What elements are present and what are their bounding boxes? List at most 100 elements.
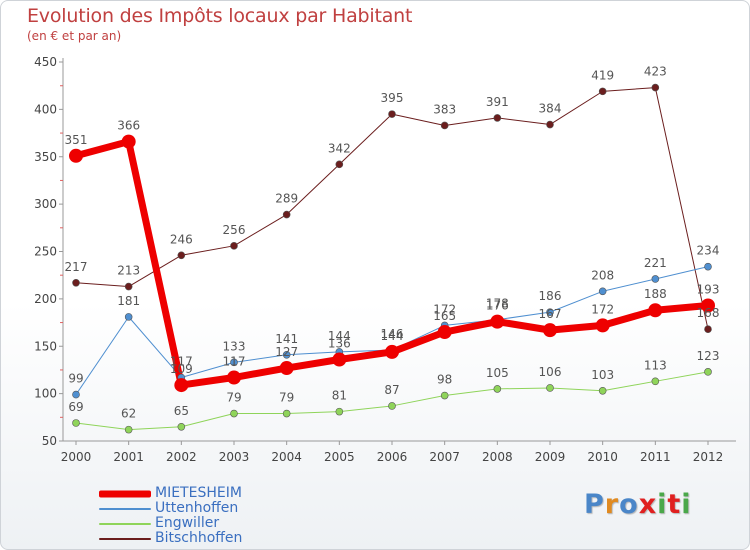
proxiti-logo: Proxiti bbox=[584, 489, 692, 520]
data-label: 79 bbox=[226, 391, 241, 405]
data-label: 213 bbox=[117, 264, 140, 278]
data-point bbox=[704, 325, 712, 333]
data-point bbox=[385, 344, 399, 359]
data-point bbox=[279, 361, 294, 376]
data-label: 65 bbox=[174, 404, 189, 418]
y-tick-label: 100 bbox=[34, 387, 57, 401]
legend-swatch bbox=[99, 507, 151, 510]
data-point bbox=[174, 378, 189, 393]
y-tick-label: 50 bbox=[42, 434, 57, 448]
data-point bbox=[651, 377, 660, 386]
x-tick-label: 2009 bbox=[535, 450, 566, 464]
data-point bbox=[124, 313, 133, 321]
data-point bbox=[72, 390, 80, 399]
legend-item: Bitschhoffen bbox=[99, 531, 242, 546]
x-tick-label: 2004 bbox=[271, 450, 302, 464]
data-point bbox=[124, 282, 133, 291]
y-tick-label: 150 bbox=[34, 339, 57, 353]
data-point bbox=[230, 358, 238, 367]
legend-swatch bbox=[99, 490, 151, 497]
data-label: 127 bbox=[275, 345, 298, 359]
data-label: 98 bbox=[437, 373, 452, 387]
data-label: 81 bbox=[332, 389, 347, 403]
data-label: 103 bbox=[591, 368, 614, 382]
data-label: 106 bbox=[539, 365, 562, 379]
data-point bbox=[598, 87, 607, 96]
data-point bbox=[493, 385, 502, 393]
legend-item: MIETESHEIM bbox=[99, 486, 242, 501]
data-point bbox=[651, 83, 660, 92]
data-point bbox=[437, 325, 452, 340]
data-label: 208 bbox=[591, 268, 614, 282]
data-point bbox=[651, 275, 660, 283]
data-label: 188 bbox=[644, 287, 667, 301]
x-tick-label: 2000 bbox=[61, 450, 92, 464]
data-label: 289 bbox=[275, 192, 298, 206]
data-point bbox=[493, 114, 502, 122]
chart-subtitle: (en € et par an) bbox=[27, 29, 122, 43]
data-point bbox=[648, 303, 663, 318]
data-label: 167 bbox=[539, 307, 562, 321]
legend-item: Engwiller bbox=[99, 516, 242, 531]
data-label: 168 bbox=[697, 306, 720, 320]
data-label: 113 bbox=[644, 358, 667, 372]
x-tick-label: 2011 bbox=[640, 450, 671, 464]
data-label: 419 bbox=[591, 68, 614, 82]
legend-swatch bbox=[99, 522, 151, 525]
data-point bbox=[595, 318, 610, 333]
data-point bbox=[72, 278, 80, 287]
data-label: 109 bbox=[170, 362, 193, 376]
data-label: 366 bbox=[117, 119, 140, 133]
data-label: 62 bbox=[121, 407, 136, 421]
data-label: 234 bbox=[697, 244, 720, 258]
data-point bbox=[546, 384, 554, 392]
data-point bbox=[282, 350, 291, 359]
data-point bbox=[124, 425, 133, 434]
data-label: 165 bbox=[433, 309, 456, 323]
data-point bbox=[177, 251, 186, 260]
data-point bbox=[282, 409, 291, 418]
data-label: 351 bbox=[65, 133, 88, 147]
legend-item: Uttenhoffen bbox=[99, 501, 242, 516]
x-tick-label: 2002 bbox=[166, 450, 197, 464]
data-point bbox=[440, 121, 449, 130]
data-point bbox=[72, 419, 80, 427]
data-point bbox=[230, 242, 238, 250]
data-label: 144 bbox=[328, 329, 351, 343]
data-point bbox=[177, 422, 186, 431]
data-label: 117 bbox=[170, 355, 193, 369]
data-label: 221 bbox=[644, 256, 667, 270]
data-label: 133 bbox=[223, 339, 246, 353]
y-tick-label: 250 bbox=[34, 245, 57, 259]
y-tick-label: 300 bbox=[34, 197, 57, 211]
legend-label: Engwiller bbox=[155, 515, 220, 531]
data-point bbox=[230, 409, 238, 418]
data-point bbox=[227, 370, 241, 385]
data-point bbox=[704, 262, 712, 271]
y-tick-label: 200 bbox=[34, 292, 57, 306]
data-label: 99 bbox=[68, 372, 83, 386]
data-label: 87 bbox=[384, 383, 399, 397]
data-label: 123 bbox=[697, 349, 720, 363]
data-label: 395 bbox=[381, 91, 404, 105]
data-label: 144 bbox=[381, 329, 404, 343]
data-label: 69 bbox=[68, 400, 83, 414]
legend-label: Uttenhoffen bbox=[155, 500, 239, 516]
data-label: 172 bbox=[591, 302, 614, 316]
data-label: 193 bbox=[697, 283, 720, 297]
data-label: 176 bbox=[486, 299, 509, 313]
data-label: 384 bbox=[539, 102, 562, 116]
x-tick-label: 2008 bbox=[482, 450, 513, 464]
data-label: 172 bbox=[433, 302, 456, 316]
data-label: 186 bbox=[539, 289, 562, 303]
data-point bbox=[69, 148, 83, 163]
data-label: 141 bbox=[275, 332, 298, 346]
data-point bbox=[335, 160, 344, 169]
x-tick-label: 2007 bbox=[429, 450, 460, 464]
data-point bbox=[598, 386, 607, 395]
chart-title: Evolution des Impôts locaux par Habitant bbox=[27, 5, 413, 27]
legend-label: Bitschhoffen bbox=[155, 530, 243, 546]
